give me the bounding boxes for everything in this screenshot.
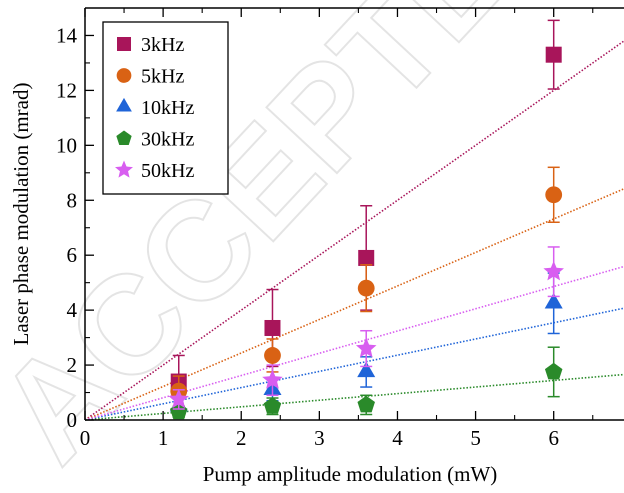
x-tick-label: 4 xyxy=(392,426,403,450)
legend-marker-50kHz xyxy=(115,160,133,178)
x-tick-label: 0 xyxy=(80,426,91,450)
data-point-5kHz xyxy=(545,186,563,204)
legend-label: 5kHz xyxy=(141,66,184,88)
x-tick-label: 5 xyxy=(470,426,481,450)
data-point-5kHz xyxy=(264,347,281,364)
fit-line-10kHz xyxy=(84,307,624,421)
y-tick-label: 12 xyxy=(56,78,77,102)
data-point-50kHz xyxy=(262,369,283,389)
x-tick-label: 1 xyxy=(158,426,169,450)
data-point-5kHz xyxy=(357,279,375,297)
y-tick-label: 8 xyxy=(67,188,78,212)
y-tick-label: 6 xyxy=(67,243,78,267)
y-tick-label: 2 xyxy=(67,353,78,377)
fit-line-3kHz xyxy=(84,40,624,421)
data-point-50kHz xyxy=(168,388,190,409)
legend-marker-30kHz xyxy=(116,130,132,146)
legend: 3kHz 5kHz 10kHz 30kHz 50kHz xyxy=(102,21,229,195)
data-point-10kHz xyxy=(544,292,563,309)
x-tick-label: 6 xyxy=(548,426,559,450)
y-axis-title: Laser phase modulation (mrad) xyxy=(9,83,33,346)
data-point-10kHz xyxy=(357,361,376,378)
data-point-30kHz xyxy=(544,362,563,380)
fit-line-5kHz xyxy=(84,188,624,421)
data-point-30kHz xyxy=(263,397,282,414)
plot-area xyxy=(84,19,624,421)
legend-marker-3kHz xyxy=(117,37,131,51)
y-tick-label: 0 xyxy=(67,408,78,432)
x-tick-label: 2 xyxy=(236,426,247,450)
x-tick-label: 3 xyxy=(314,426,325,450)
data-point-50kHz xyxy=(355,337,377,358)
data-point-3kHz xyxy=(358,249,375,266)
data-point-30kHz xyxy=(357,395,375,413)
legend-marker-5kHz xyxy=(116,68,132,83)
legend-label: 10kHz xyxy=(141,97,194,119)
x-axis-title: Pump amplitude modulation (mW) xyxy=(203,462,498,486)
data-point-50kHz xyxy=(543,260,564,281)
legend-marker-10kHz xyxy=(116,97,132,112)
legend-label: 3kHz xyxy=(141,34,184,56)
legend-label: 30kHz xyxy=(141,129,194,151)
y-tick-label: 10 xyxy=(56,133,77,157)
data-point-3kHz xyxy=(545,46,562,63)
y-tick-label: 14 xyxy=(56,23,78,47)
legend-label: 50kHz xyxy=(141,160,194,182)
y-tick-label: 4 xyxy=(67,298,78,322)
data-point-3kHz xyxy=(264,319,281,336)
